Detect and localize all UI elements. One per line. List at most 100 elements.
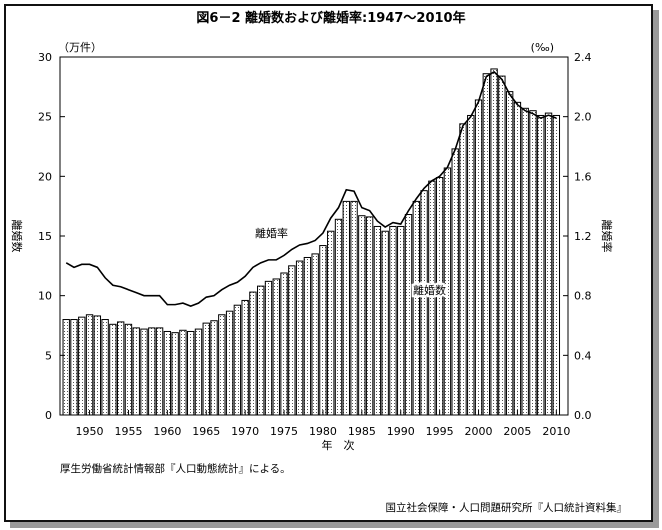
bar-1994	[428, 180, 436, 416]
chart-title: 図6－2 離婚数および離婚率:1947～2010年	[196, 10, 465, 26]
bar-2002	[490, 68, 498, 416]
bar-1975	[280, 272, 288, 416]
x-tick-label: 2000	[465, 425, 493, 438]
bar-1991	[404, 214, 413, 416]
left-unit-label: （万件）	[58, 41, 102, 54]
bar-1947	[62, 319, 70, 416]
bar-1961	[171, 332, 179, 416]
bar-annotation: 離婚数	[413, 283, 446, 297]
bar-1980	[319, 245, 327, 416]
x-tick-label: 2005	[503, 425, 531, 438]
bar-1972	[257, 285, 265, 416]
rate-line	[65, 70, 557, 307]
x-tick-label: 1985	[348, 425, 376, 438]
x-tick-label: 1990	[387, 425, 415, 438]
left-tick-label: 15	[38, 230, 52, 243]
bar-1983	[342, 200, 350, 416]
bar-1967	[218, 314, 226, 416]
bar-1960	[163, 330, 172, 416]
right-unit-label: (‰)	[531, 41, 554, 54]
source-note: 厚生労働省統計情報部『人口動態統計』による。	[60, 462, 291, 475]
bar-1970	[241, 299, 249, 416]
right-tick-label: 0.4	[574, 349, 592, 362]
bar-1965	[202, 322, 210, 416]
bar-1990	[397, 225, 405, 416]
bar-series	[62, 68, 561, 416]
bar-2001	[482, 73, 491, 416]
right-axis-title: 離婚率	[600, 220, 614, 253]
bar-1985	[358, 215, 366, 416]
bar-1978	[303, 256, 312, 416]
bar-2010	[552, 114, 561, 416]
bar-1979	[311, 253, 319, 416]
bar-1999	[467, 114, 475, 416]
bar-1950	[85, 314, 94, 416]
axes	[59, 56, 569, 416]
bar-1974	[272, 278, 280, 416]
bar-1992	[412, 200, 420, 416]
left-tick-label: 20	[38, 170, 52, 183]
left-tick-label: 30	[38, 51, 52, 64]
left-axis-title: 離婚数	[10, 220, 24, 253]
bar-1982	[334, 218, 343, 416]
bar-1958	[148, 327, 156, 416]
bar-1954	[116, 321, 125, 416]
bar-2003	[498, 75, 506, 416]
right-tick-label: 2.4	[574, 51, 592, 64]
right-tick-label: 0.8	[574, 290, 592, 303]
x-tick-label: 1980	[309, 425, 337, 438]
bar-1968	[225, 310, 234, 416]
bar-1976	[288, 265, 296, 416]
x-tick-label: 1955	[114, 425, 142, 438]
left-tick-label: 10	[38, 290, 52, 303]
bar-1997	[451, 148, 459, 416]
x-tick-label: 1995	[426, 425, 454, 438]
bar-2004	[505, 91, 514, 416]
bar-2007	[529, 110, 537, 416]
bar-2009	[544, 112, 553, 416]
right-tick-label: 1.2	[574, 230, 592, 243]
bar-1955	[124, 323, 133, 416]
line-annotation: 離婚率	[255, 226, 288, 240]
x-tick-label: 1950	[76, 425, 104, 438]
bar-1953	[109, 323, 117, 416]
bar-1951	[93, 315, 102, 416]
bar-1969	[233, 304, 242, 416]
bar-1957	[140, 328, 148, 416]
bar-2006	[521, 107, 529, 416]
bar-1998	[459, 123, 467, 416]
bar-1962	[179, 329, 187, 416]
bar-1949	[78, 316, 86, 416]
publisher-note: 国立社会保障・人口問題研究所『人口統計資料集』	[386, 501, 628, 514]
bar-1987	[373, 225, 382, 416]
bar-1993	[420, 190, 428, 416]
bar-1963	[187, 330, 195, 416]
bar-1948	[70, 319, 78, 416]
x-tick-label: 2010	[542, 425, 570, 438]
x-tick-label: 1960	[153, 425, 181, 438]
bar-2008	[537, 114, 545, 416]
bar-1989	[389, 225, 397, 416]
x-tick-label: 1965	[192, 425, 220, 438]
bar-1952	[101, 319, 109, 416]
bar-1984	[350, 200, 358, 416]
tick-labels: 0 0.0 5 0.4 10 0.8 15 1.2 20 1.6 25 2.0 30 2.4 1950 195…	[38, 51, 592, 438]
bar-1977	[295, 260, 304, 416]
left-tick-label: 5	[45, 349, 52, 362]
bar-1971	[249, 291, 257, 416]
right-tick-label: 1.6	[574, 170, 592, 183]
line-series	[65, 70, 557, 307]
right-tick-label: 0.0	[574, 409, 592, 422]
x-axis-title: 年 次	[322, 438, 355, 452]
x-tick-label: 1970	[231, 425, 259, 438]
bar-1981	[327, 230, 335, 416]
bar-1964	[194, 328, 203, 416]
bar-1973	[264, 280, 273, 416]
left-tick-label: 0	[45, 409, 52, 422]
x-tick-label: 1975	[270, 425, 298, 438]
right-tick-label: 2.0	[574, 111, 592, 124]
bar-1956	[132, 327, 140, 416]
left-tick-label: 25	[38, 111, 52, 124]
